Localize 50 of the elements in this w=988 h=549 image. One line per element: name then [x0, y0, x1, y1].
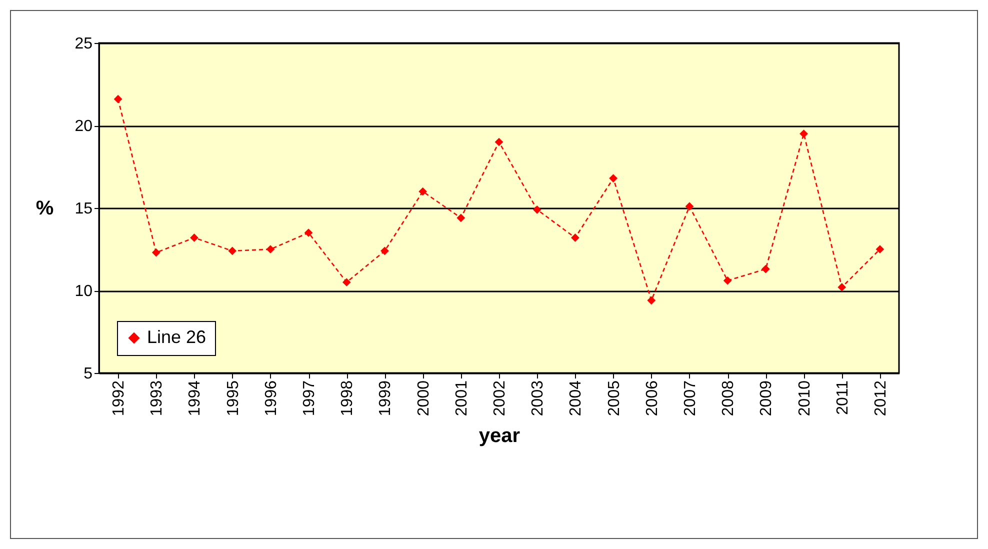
x-tick-label: 2000 [415, 380, 432, 416]
x-tick-label: 1998 [339, 380, 356, 416]
x-tick-label: 2007 [682, 380, 699, 416]
y-tick-label: 5 [84, 366, 93, 382]
y-tick-label: 20 [74, 118, 93, 135]
point [647, 296, 656, 305]
point [723, 276, 732, 285]
y-tick-label: 15 [74, 200, 93, 218]
x-tick-label: 2001 [453, 380, 470, 416]
point [228, 246, 237, 256]
point [800, 130, 808, 138]
point [456, 214, 466, 222]
x-tick-label: 1994 [186, 380, 204, 416]
x-tick-label: 2004 [568, 380, 585, 416]
point [418, 187, 427, 196]
point [304, 228, 313, 237]
x-tick-label: 1997 [301, 380, 318, 416]
x-axis-title: year [478, 425, 520, 448]
x-tick-label: 1993 [148, 380, 166, 416]
point [838, 283, 846, 292]
x-tick-label: 2012 [872, 380, 890, 416]
point [494, 138, 504, 146]
x-tick-label: 2008 [720, 380, 738, 416]
x-tick-label: 2005 [606, 380, 623, 416]
point [266, 245, 275, 254]
x-tick-label: 1999 [377, 380, 394, 416]
x-tick-label: 2006 [644, 380, 661, 416]
point [876, 245, 884, 254]
x-tick-label: 1995 [224, 380, 242, 416]
point [380, 246, 389, 256]
point [571, 234, 580, 242]
y-axis-title: % [36, 198, 54, 220]
legend-label: Line 26 [147, 327, 206, 347]
x-tick-label: 2009 [758, 380, 776, 416]
point [761, 264, 770, 274]
x-tick-label: 2002 [492, 380, 508, 416]
point [609, 174, 618, 182]
x-tick-label: 2010 [796, 380, 814, 416]
x-tick-label: 2003 [530, 380, 547, 416]
point [532, 205, 542, 214]
point [190, 234, 198, 242]
x-tick-label: 1996 [262, 380, 280, 416]
x-tick-label: 1992 [110, 380, 128, 416]
x-tick-label: 2011 [834, 380, 852, 415]
point [152, 248, 160, 257]
point [685, 202, 694, 211]
point [342, 278, 351, 286]
y-tick-label: 25 [74, 36, 93, 52]
point [114, 94, 122, 104]
y-tick-label: 10 [74, 283, 93, 300]
